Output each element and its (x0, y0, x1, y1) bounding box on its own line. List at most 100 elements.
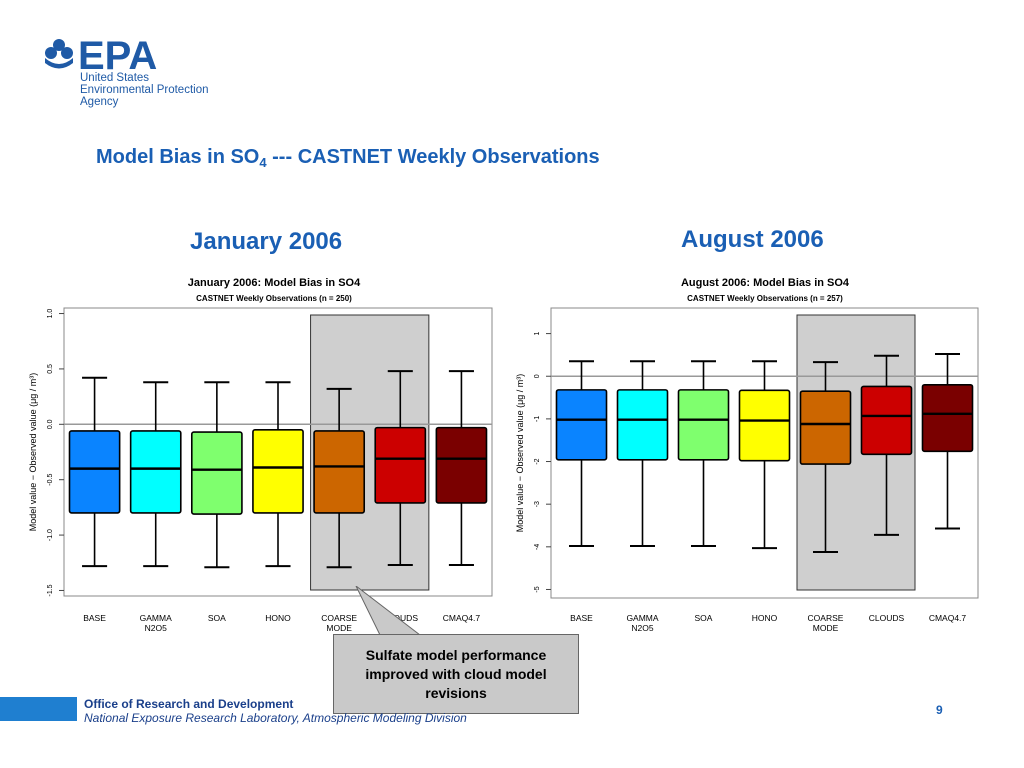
box-iqr (738, 389, 791, 462)
slide-title-subscript: 4 (259, 155, 267, 170)
x-category-label-line: GAMMA (626, 613, 658, 623)
box-iqr (555, 389, 608, 461)
box-iqr (921, 383, 974, 453)
box-iqr (252, 429, 304, 514)
box-coarse-mode (313, 387, 366, 569)
y-tick-label: 1.0 (47, 309, 54, 319)
x-category-label: COARSE MODE (808, 613, 844, 633)
x-category-label-line: CLOUDS (869, 613, 905, 623)
box-iqr (677, 389, 730, 461)
box-cmaq4.7 (435, 370, 488, 566)
x-category-label: BASE (83, 613, 106, 623)
x-category-label: GAMMA N2O5 (140, 613, 172, 633)
y-tick-label: 0.5 (47, 364, 54, 374)
box-iqr (129, 430, 182, 514)
agency-name-line: Environmental Protection (80, 84, 209, 96)
callout-pointer (355, 586, 422, 636)
box-iqr (68, 430, 121, 514)
y-tick-label: 0 (534, 374, 541, 378)
x-category-label: COARSE MODE (321, 613, 357, 633)
page-number: 9 (936, 703, 943, 717)
box-gamma-n2o5 (129, 381, 182, 568)
box-soa (190, 381, 243, 569)
box-cmaq4.7 (921, 353, 974, 530)
agency-name-line: Agency (80, 96, 119, 108)
y-axis-label: Model value − Observed value (μg / m³) (515, 374, 525, 533)
x-category-label: CMAQ4.7 (929, 613, 967, 623)
x-category-label: CLOUDS (869, 613, 905, 623)
footer-lab: National Exposure Research Laboratory, A… (84, 711, 467, 725)
box-gamma-n2o5 (616, 360, 669, 547)
x-category-label: HONO (752, 613, 778, 623)
y-tick-label: -4 (534, 544, 541, 550)
y-tick-label: -3 (534, 501, 541, 507)
footer-accent-bar (0, 697, 77, 721)
box-hono (738, 360, 791, 550)
x-category-label-line: MODE (813, 623, 839, 633)
box-iqr (190, 431, 243, 515)
x-category-label-line: CLOUDS (383, 613, 419, 623)
x-category-label-line: N2O5 (631, 623, 653, 633)
agency-name: United States Environmental Protection A… (80, 72, 208, 108)
box-coarse-mode (799, 361, 852, 553)
x-category-label: SOA (695, 613, 713, 623)
slide-title-main: Model Bias in SO (96, 146, 260, 168)
box-soa (677, 360, 730, 547)
x-category-label-line: BASE (570, 613, 593, 623)
box-iqr (435, 426, 488, 504)
x-category-label-line: MODE (326, 623, 352, 633)
agency-name-line: United States (80, 72, 150, 84)
box-base (555, 360, 608, 547)
box-iqr (313, 430, 366, 514)
epa-logo: EPA (42, 36, 242, 116)
x-category-label: BASE (570, 613, 593, 623)
panel-heading-january: January 2006 (190, 228, 343, 255)
x-category-label-line: HONO (752, 613, 778, 623)
x-category-label-line: N2O5 (145, 623, 167, 633)
x-category-label: SOA (208, 613, 226, 623)
x-category-label-line: CMAQ4.7 (929, 613, 967, 623)
y-tick-label: -2 (534, 458, 541, 464)
x-category-label-line: HONO (265, 613, 291, 623)
box-iqr (799, 390, 852, 465)
box-clouds (860, 354, 913, 536)
x-category-label-line: CMAQ4.7 (443, 613, 481, 623)
y-axis-label: Model value − Observed value (μg / m³) (28, 373, 38, 532)
y-tick-label: -1 (534, 416, 541, 422)
x-category-label: HONO (265, 613, 291, 623)
plot-frame (550, 307, 979, 599)
box-clouds (374, 370, 427, 566)
epa-logo-text: EPA (78, 36, 157, 72)
x-category-label-line: GAMMA (140, 613, 172, 623)
chart-subtitle: CASTNET Weekly Observations (n = 257) (687, 294, 843, 303)
panel-heading-august: August 2006 (681, 226, 824, 253)
y-tick-label: 0.0 (47, 419, 54, 429)
x-category-label-line: COARSE (321, 613, 357, 623)
callout-box: Sulfate model performance improved with … (333, 634, 579, 714)
box-hono (252, 381, 304, 568)
box-iqr (374, 426, 427, 504)
y-tick-label: -1.0 (47, 529, 54, 541)
august-boxplot-chart: August 2006: Model Bias in SO4 CASTNET We… (515, 277, 979, 633)
x-category-label: CMAQ4.7 (443, 613, 481, 623)
footer-office: Office of Research and Development (84, 697, 294, 711)
box-iqr (860, 385, 913, 456)
x-category-label: GAMMA N2O5 (626, 613, 658, 633)
chart-title: January 2006: Model Bias in SO4 (188, 277, 361, 289)
slide-title: Model Bias in SO4 --- CASTNET Weekly Obs… (96, 146, 600, 170)
x-category-label-line: SOA (208, 613, 226, 623)
y-tick-label: -0.5 (47, 474, 54, 486)
january-boxplot-chart: January 2006: Model Bias in SO4 CASTNET W… (28, 277, 493, 633)
epa-flower-icon: EPA (45, 36, 157, 72)
x-category-label-line: COARSE (808, 613, 844, 623)
y-tick-label: -5 (534, 586, 541, 592)
slide-title-rest: --- CASTNET Weekly Observations (266, 146, 600, 168)
x-category-label-line: SOA (695, 613, 713, 623)
box-iqr (616, 389, 669, 461)
y-tick-label: 1 (534, 332, 541, 336)
y-tick-label: -1.5 (47, 584, 54, 596)
plot-frame (63, 307, 493, 597)
callout-text: Sulfate model performance improved with … (365, 646, 547, 701)
footer: Office of Research and Development Natio… (84, 697, 467, 725)
chart-subtitle: CASTNET Weekly Observations (n = 250) (196, 294, 352, 303)
